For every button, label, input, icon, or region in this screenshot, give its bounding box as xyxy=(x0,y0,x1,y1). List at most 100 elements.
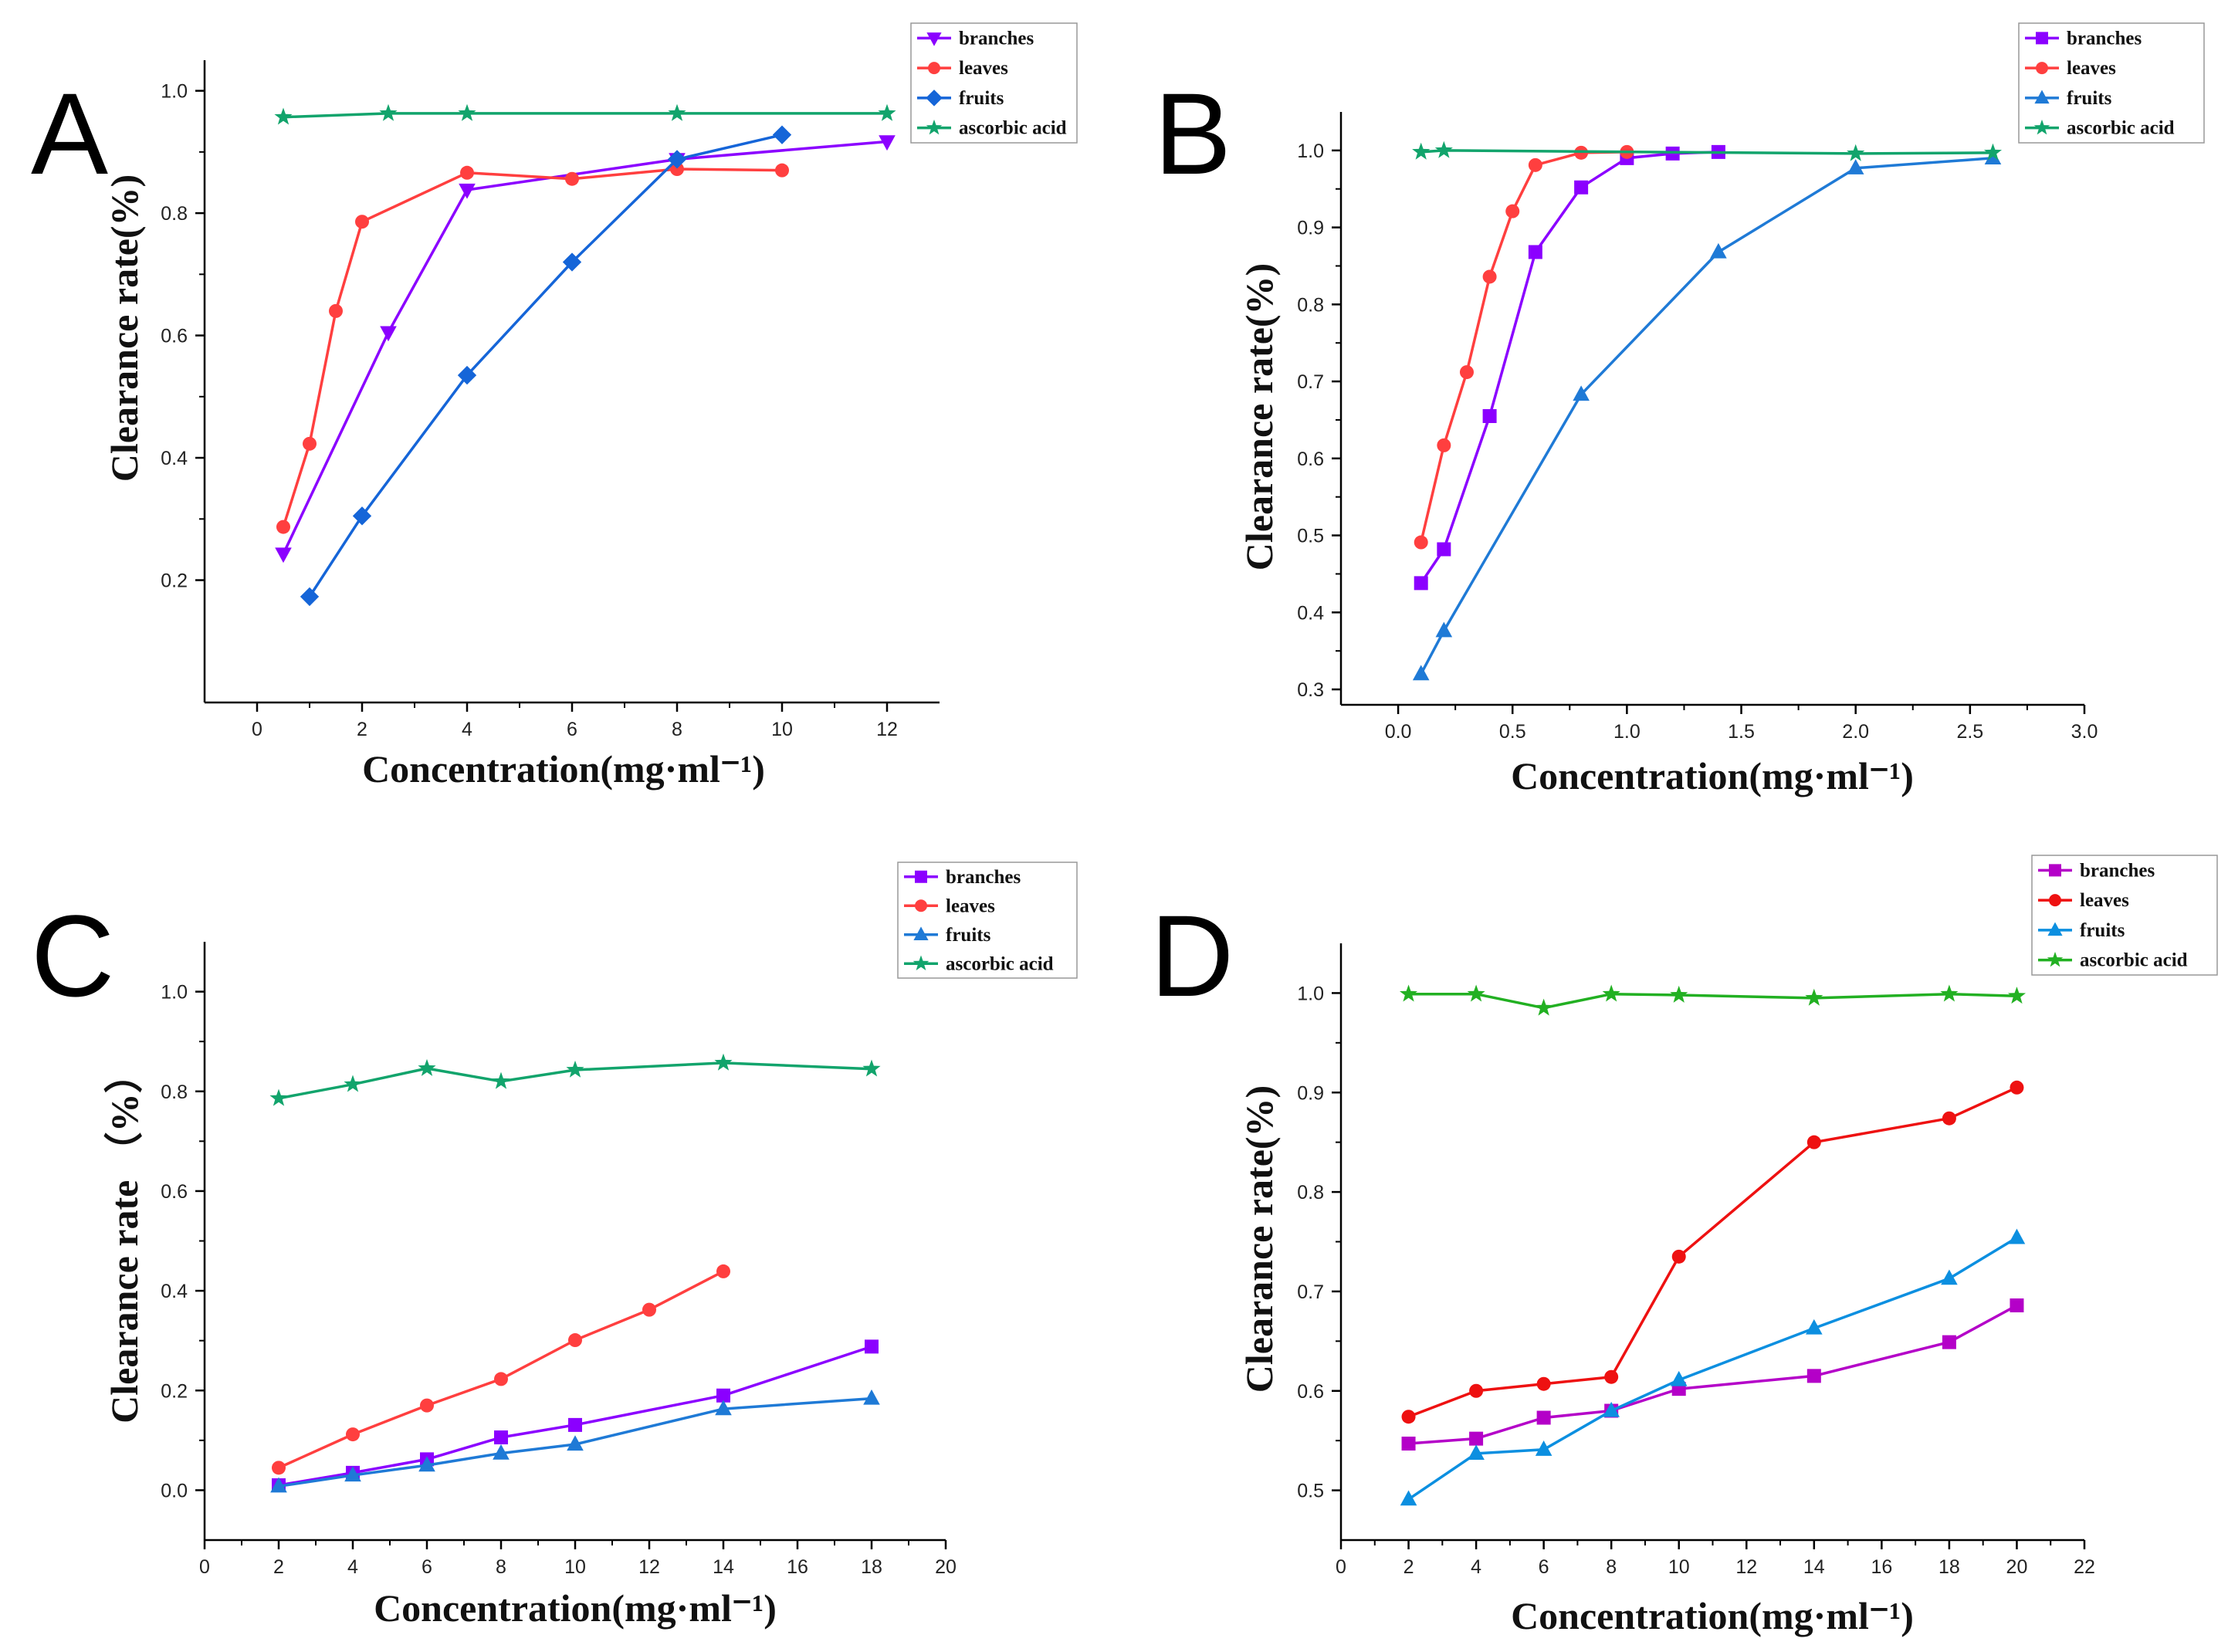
series-fruits xyxy=(1412,149,2002,681)
x-tick-label: 0 xyxy=(199,1556,210,1578)
data-point xyxy=(1435,621,1453,638)
series-ascorbic-acid xyxy=(274,103,896,125)
data-point xyxy=(2007,987,2027,1004)
y-tick-label: 0.5 xyxy=(1297,526,1324,547)
data-point xyxy=(1806,1369,1821,1383)
data-point xyxy=(1806,1135,1821,1149)
data-point xyxy=(344,1075,362,1092)
data-point xyxy=(1469,1383,1484,1398)
data-point xyxy=(1414,535,1428,550)
data-point xyxy=(418,1058,436,1076)
series-branches xyxy=(1401,1298,2024,1451)
series-line xyxy=(1420,149,1993,155)
data-point xyxy=(1942,1111,1956,1126)
x-tick-label: 8 xyxy=(1606,1556,1617,1578)
legend-label: ascorbic acid xyxy=(946,953,1054,974)
data-point xyxy=(1805,988,1823,1006)
y-tick-label: 0.4 xyxy=(1297,602,1324,624)
data-point xyxy=(1400,1490,1417,1506)
x-tick-label: 2 xyxy=(357,719,367,740)
data-point xyxy=(1468,1444,1485,1461)
x-tick-label: 2 xyxy=(1404,1556,1414,1578)
x-tick-label: 16 xyxy=(1871,1556,1892,1578)
data-point xyxy=(878,103,896,121)
series-fruits xyxy=(300,125,792,607)
data-point xyxy=(303,436,317,451)
data-point xyxy=(1670,985,1688,1003)
data-point xyxy=(1535,998,1553,1016)
data-point xyxy=(1536,1376,1551,1391)
data-point xyxy=(863,1389,880,1405)
legend-swatch-marker xyxy=(926,119,943,135)
data-point xyxy=(567,1435,584,1451)
x-axis-title: Concentration(mg·ml⁻¹) xyxy=(362,747,765,790)
data-point xyxy=(420,1398,434,1413)
data-point xyxy=(1670,1370,1688,1386)
panel-letter: C xyxy=(31,891,114,1021)
data-point xyxy=(418,1456,435,1472)
x-tick-label: 20 xyxy=(935,1556,957,1578)
x-tick-label: 22 xyxy=(2074,1556,2095,1578)
data-point xyxy=(1710,242,1727,259)
y-tick-label: 1.0 xyxy=(161,982,188,1004)
series-leaves xyxy=(1414,144,1634,550)
legend-label: leaves xyxy=(946,895,995,916)
x-tick-label: 1.5 xyxy=(1728,721,1755,743)
chart-panel-a: A 0 2 4 6 8 10 12 0.2 0.4 0.6 0.8 1.0 Concentration(m… xyxy=(31,22,1078,790)
series-line xyxy=(308,133,783,597)
data-point xyxy=(1574,180,1589,195)
chart-panel-d: D 0 2 4 6 8 10 12 14 16 18 20 22 0.5 0.6 0.7 0.8 0.9 1.0 Co… xyxy=(1150,855,2218,1637)
data-point xyxy=(642,1302,656,1317)
data-point xyxy=(270,1477,287,1493)
legend-swatch-marker xyxy=(2047,951,2064,967)
series-line xyxy=(278,1345,872,1487)
x-tick-label: 6 xyxy=(567,719,577,740)
data-point xyxy=(1437,542,1451,557)
data-point xyxy=(1467,984,1485,1002)
legend-label: ascorbic acid xyxy=(959,118,1067,139)
data-point xyxy=(275,547,292,564)
x-tick-label: 14 xyxy=(1803,1556,1825,1578)
x-tick-label: 3.0 xyxy=(2071,721,2098,743)
x-tick-label: 8 xyxy=(672,719,682,740)
x-tick-label: 0.5 xyxy=(1499,721,1526,743)
data-point xyxy=(772,125,792,144)
data-point xyxy=(715,1400,732,1416)
data-point xyxy=(1536,1410,1551,1425)
x-tick-label: 6 xyxy=(422,1556,432,1578)
x-axis-title: Concentration(mg·ml⁻¹) xyxy=(374,1586,777,1630)
legend-swatch-marker xyxy=(2036,32,2048,45)
legend-swatch-marker xyxy=(926,32,942,46)
x-tick-label: 12 xyxy=(638,1556,660,1578)
data-point xyxy=(565,171,579,186)
x-tick-label: 4 xyxy=(1471,1556,1481,1578)
data-point xyxy=(1459,365,1474,380)
y-tick-label: 0.7 xyxy=(1297,371,1324,393)
data-point xyxy=(1806,1319,1823,1335)
series-fruits xyxy=(1400,1228,2026,1506)
series-leaves xyxy=(276,162,789,534)
x-tick-label: 18 xyxy=(861,1556,882,1578)
legend-swatch-marker xyxy=(913,955,929,970)
x-tick-label: 2 xyxy=(273,1556,284,1578)
x-tick-label: 4 xyxy=(347,1556,358,1578)
data-point xyxy=(568,1417,582,1432)
legend-swatch-marker xyxy=(2033,119,2050,135)
data-point xyxy=(329,303,343,318)
y-tick-label: 0.7 xyxy=(1297,1281,1324,1303)
x-tick-label: 8 xyxy=(496,1556,506,1578)
series-ascorbic-acid xyxy=(269,1053,881,1106)
y-tick-label: 0.5 xyxy=(1297,1481,1324,1502)
series-line xyxy=(1408,1304,2018,1445)
data-point xyxy=(566,1060,584,1078)
x-tick-label: 12 xyxy=(1735,1556,1757,1578)
legend-label: branches xyxy=(946,867,1021,888)
legend-label: branches xyxy=(2067,28,2142,49)
data-point xyxy=(1940,984,1959,1002)
y-tick-label: 1.0 xyxy=(161,81,188,103)
y-tick-label: 0.4 xyxy=(161,448,188,469)
data-point xyxy=(1983,143,2003,161)
legend-swatch-marker xyxy=(915,899,927,912)
x-tick-label: 2.5 xyxy=(1956,721,1983,743)
